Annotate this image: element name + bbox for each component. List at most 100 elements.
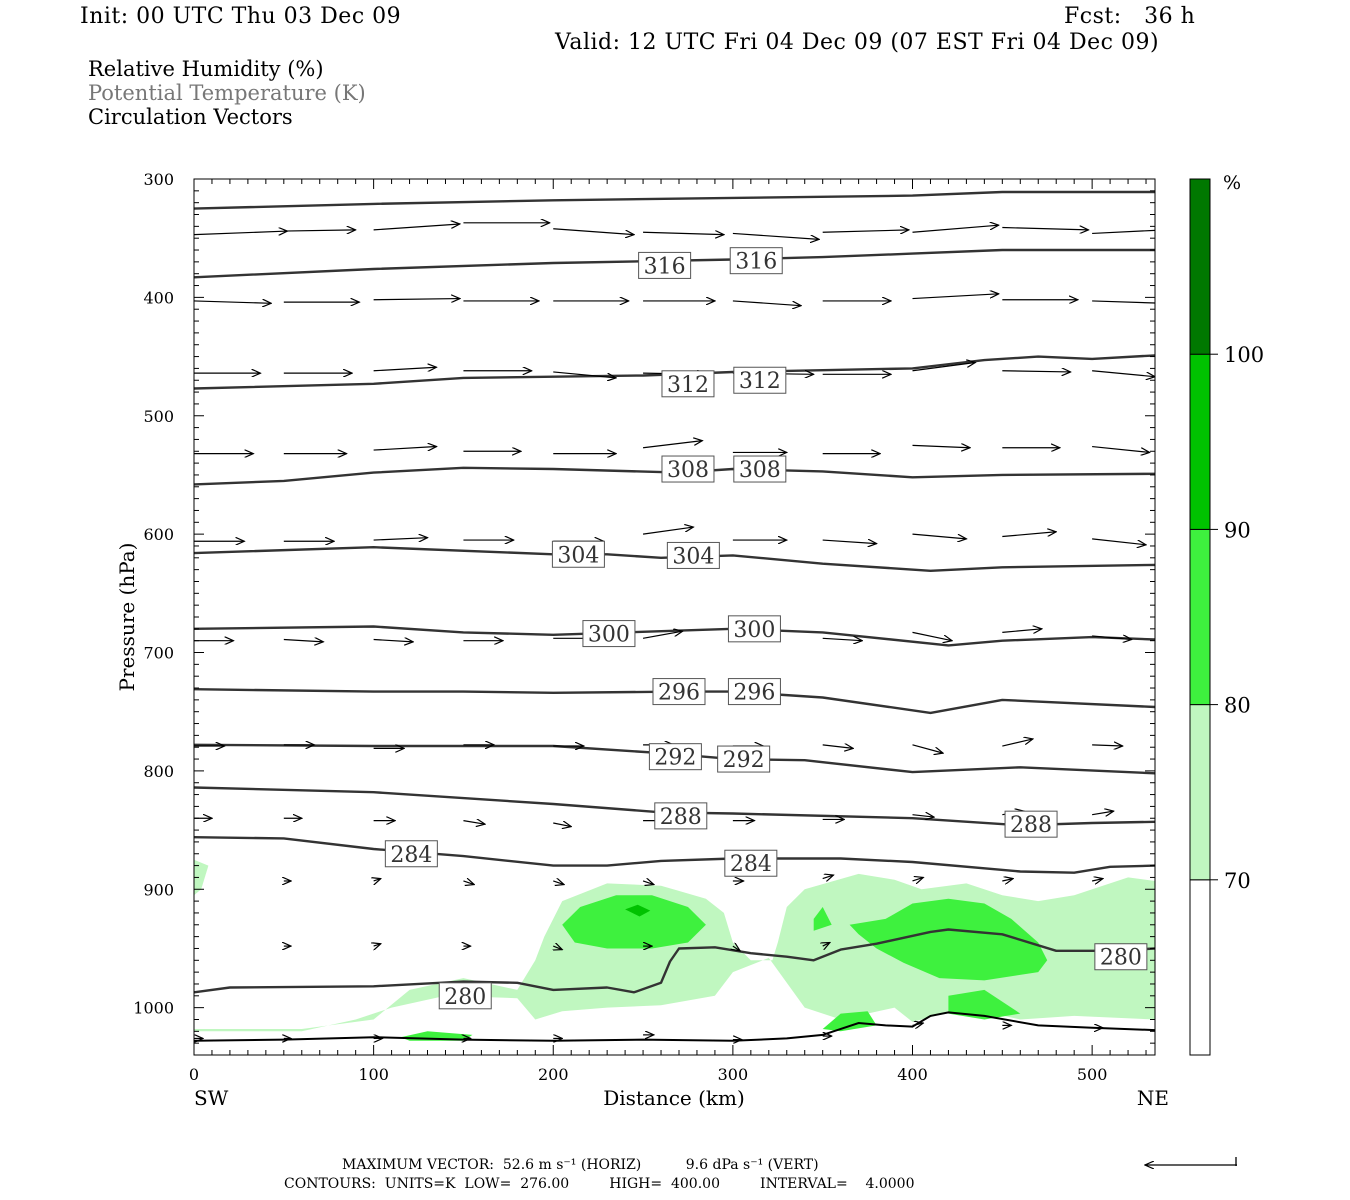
contour-label-308: 308 xyxy=(661,455,715,483)
contour-label-text: 292 xyxy=(723,748,765,773)
contour-label-text: 284 xyxy=(390,843,432,868)
colorbar-segment xyxy=(1189,353,1211,530)
x-tick-label: 0 xyxy=(189,1065,199,1084)
circulation-vector xyxy=(912,744,944,753)
circulation-vector xyxy=(732,232,819,239)
contour-label-316: 316 xyxy=(638,251,692,279)
contour-label-284: 284 xyxy=(384,840,438,868)
contours-note: CONTOURS: UNITS=K LOW= 276.00 HIGH= 400.… xyxy=(284,1176,915,1192)
circulation-vector xyxy=(912,631,953,640)
circulation-vector xyxy=(822,875,834,879)
contour-label-text: 316 xyxy=(735,250,777,275)
colorbar: 70 80 90 100 xyxy=(1189,178,1264,1056)
terrain-surface-line xyxy=(194,1011,1155,1042)
circulation-vector xyxy=(1002,371,1070,372)
contour-label-text: 292 xyxy=(654,746,696,771)
contour-label-text: 284 xyxy=(730,852,772,877)
init-time: Init: 00 UTC Thu 03 Dec 09 xyxy=(80,4,402,29)
circulation-vector xyxy=(642,527,693,535)
circulation-vector xyxy=(1002,629,1042,633)
y-tick-label: 900 xyxy=(143,880,174,899)
circulation-vector xyxy=(1092,301,1155,303)
circulation-vector xyxy=(732,300,801,306)
contour-label-text: 312 xyxy=(667,373,709,398)
circulation-vector xyxy=(642,881,654,885)
rh-region-80 xyxy=(562,895,706,949)
y-tick-label: 600 xyxy=(143,525,174,544)
field-theta-title: Potential Temperature (K) xyxy=(88,81,366,105)
y-tick-label: 500 xyxy=(143,407,174,426)
circulation-vector xyxy=(642,441,702,449)
y-tick-label: 300 xyxy=(143,170,174,189)
y-tick-label: 400 xyxy=(143,288,174,307)
circulation-vector xyxy=(1092,811,1114,815)
circulation-vector xyxy=(912,225,999,233)
circulation-vector xyxy=(822,745,854,749)
circulation-vector xyxy=(912,815,935,817)
contour-label-292: 292 xyxy=(717,745,771,773)
contour-label-text: 280 xyxy=(1100,946,1142,971)
contour-label-text: 308 xyxy=(739,458,781,483)
circulation-vector xyxy=(1092,230,1155,234)
circulation-vector xyxy=(1002,532,1056,538)
circulation-vector xyxy=(912,1023,924,1025)
contour-label-text: 316 xyxy=(644,254,686,279)
theta-contour-288 xyxy=(194,786,1155,827)
circulation-vector xyxy=(1002,739,1033,747)
circulation-vector xyxy=(553,228,634,235)
circulation-vector xyxy=(553,823,571,827)
theta-contour-300 xyxy=(194,625,1155,647)
valid-time: Valid: 12 UTC Fri 04 Dec 09 (07 EST Fri … xyxy=(555,30,1160,55)
contour-label-text: 296 xyxy=(733,681,775,706)
circulation-vector xyxy=(643,232,724,234)
colorbar-label: 80 xyxy=(1224,694,1251,718)
max-vector-note: MAXIMUM VECTOR: 52.6 m s⁻¹ (HORIZ) 9.6 d… xyxy=(342,1157,819,1173)
contour-label-text: 288 xyxy=(1010,813,1052,838)
contour-label-text: 288 xyxy=(660,805,702,830)
rh-region-80 xyxy=(813,907,832,931)
rh-region-70 xyxy=(194,859,209,896)
colorbar-label: 70 xyxy=(1224,869,1251,893)
field-vectors-title: Circulation Vectors xyxy=(88,105,293,129)
circulation-vector xyxy=(822,540,877,544)
y-tick-label: 800 xyxy=(143,762,174,781)
rh-region-80 xyxy=(849,898,1048,981)
contour-label-text: 304 xyxy=(672,544,714,569)
circulation-vector xyxy=(553,371,616,378)
contour-label-292: 292 xyxy=(648,743,702,771)
circulation-vector xyxy=(822,638,863,640)
contour-label-284: 284 xyxy=(724,849,778,877)
contour-labels: 316 316 312 312 308 308 304 304 300 300 296 296 292 2… xyxy=(384,247,1148,1010)
circulation-vector xyxy=(283,230,356,231)
contour-label-text: 300 xyxy=(588,623,630,648)
contour-label-280: 280 xyxy=(438,982,492,1010)
colorbar-unit: % xyxy=(1223,172,1241,194)
rh-region-90 xyxy=(625,904,651,917)
contour-label-300: 300 xyxy=(582,620,636,648)
circulation-vector xyxy=(373,538,428,540)
circulation-vector xyxy=(553,946,562,950)
circulation-vector xyxy=(912,362,976,372)
circulation-vector xyxy=(733,946,740,951)
circulation-vector xyxy=(912,294,999,300)
circulation-vector xyxy=(373,639,414,641)
circulation-vector xyxy=(463,821,485,825)
colorbar-segment xyxy=(1189,879,1211,1056)
circulation-vector xyxy=(194,301,271,303)
rh-region-80 xyxy=(948,989,1021,1020)
circulation-vector xyxy=(1092,445,1149,453)
theta-contour-312 xyxy=(194,354,1155,390)
circulation-vector xyxy=(1002,228,1088,230)
circulation-vector xyxy=(822,230,909,232)
rh-shading xyxy=(194,859,1155,1041)
circulation-vector xyxy=(1092,879,1103,881)
colorbar-label: 100 xyxy=(1224,343,1264,367)
x-tick-label: 400 xyxy=(897,1065,928,1084)
reference-vector xyxy=(1145,1157,1237,1166)
right-end-label: NE xyxy=(1137,1086,1169,1110)
rh-region-80 xyxy=(822,1011,877,1032)
circulation-vector xyxy=(374,944,381,946)
y-tick-label: 1000 xyxy=(133,999,174,1018)
contour-label-304: 304 xyxy=(666,541,720,569)
